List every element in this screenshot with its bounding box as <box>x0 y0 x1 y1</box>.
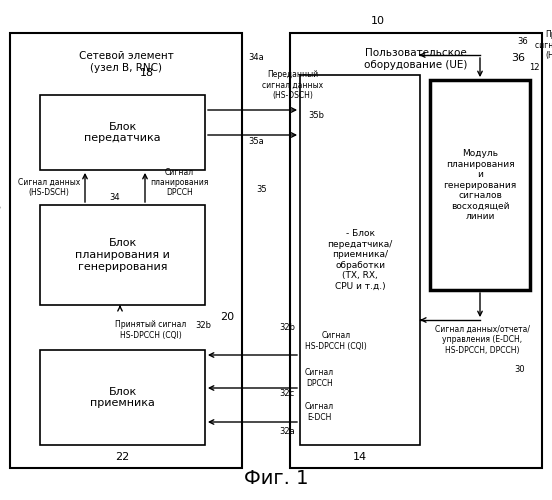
Text: 12: 12 <box>529 62 540 72</box>
Text: Сигнал
DPCCН: Сигнал DPCCН <box>305 368 334 388</box>
Text: 35b: 35b <box>308 110 324 120</box>
Text: - Блок
передатчика/
приемника/
обработки
(TX, RX,
CPU и т.д.): - Блок передатчика/ приемника/ обработки… <box>327 230 392 290</box>
Text: Модуль
планирования
и
генерирования
сигналов
восходящей
линии: Модуль планирования и генерирования сигн… <box>443 150 517 220</box>
Bar <box>430 80 530 290</box>
Text: Пользовательское
оборудование (UE): Пользовательское оборудование (UE) <box>364 48 468 70</box>
Text: 32c: 32c <box>280 388 295 398</box>
Text: Блок
планирования и
генерирования: Блок планирования и генерирования <box>75 238 170 272</box>
Text: 30: 30 <box>514 366 525 374</box>
Text: Сигнал
HS-DPCCН (CQI): Сигнал HS-DPCCН (CQI) <box>305 332 367 350</box>
Text: Блок
передатчика: Блок передатчика <box>84 122 161 144</box>
Text: Сигнал
планирования
DPCCH: Сигнал планирования DPCCH <box>150 168 208 198</box>
Text: 34a: 34a <box>248 54 264 62</box>
Text: Сетевой элемент
(узел В, RNC): Сетевой элемент (узел В, RNC) <box>78 51 173 72</box>
Bar <box>40 95 205 170</box>
Text: Сигнал данных/отчета/
управления (Е-DCН,
HS-DPCCН, DPCCН): Сигнал данных/отчета/ управления (Е-DCН,… <box>435 325 530 355</box>
Text: 18: 18 <box>140 68 155 78</box>
Bar <box>10 33 242 468</box>
Text: Принятый сигнал
HS-DPCCН (CQI): Принятый сигнал HS-DPCCН (CQI) <box>115 320 186 340</box>
Bar <box>290 33 542 468</box>
Text: 14: 14 <box>353 452 367 462</box>
Text: Принятый
сигнал данных
(HS-DSCH): Принятый сигнал данных (HS-DSCH) <box>535 30 552 60</box>
Text: 32a: 32a <box>279 428 295 436</box>
Bar <box>40 205 205 305</box>
Text: Сигнал данных
(HS-DSCH): Сигнал данных (HS-DSCH) <box>18 178 80 197</box>
Text: 36: 36 <box>511 53 525 63</box>
Text: 32b: 32b <box>279 322 295 332</box>
Text: 20: 20 <box>220 312 234 322</box>
Text: Блок
приемника: Блок приемника <box>90 386 155 408</box>
Text: 34: 34 <box>110 192 120 202</box>
Text: Фиг. 1: Фиг. 1 <box>244 469 308 488</box>
Text: 35a: 35a <box>248 138 264 146</box>
Text: 32b: 32b <box>195 320 211 330</box>
Bar <box>300 75 420 445</box>
Text: 36: 36 <box>517 38 528 46</box>
Text: Переданный
сигнал данных
(HS-DSCH): Переданный сигнал данных (HS-DSCH) <box>262 70 323 100</box>
Text: Сигнал
E-DCН: Сигнал E-DCН <box>305 402 334 421</box>
Text: 10: 10 <box>371 16 385 26</box>
Text: 35: 35 <box>256 186 267 194</box>
Text: 22: 22 <box>115 452 130 462</box>
Bar <box>40 350 205 445</box>
Text: 16: 16 <box>0 202 2 212</box>
